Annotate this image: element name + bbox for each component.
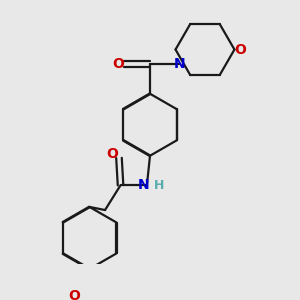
Text: O: O xyxy=(112,57,124,71)
Text: N: N xyxy=(174,57,185,71)
Text: H: H xyxy=(154,179,164,192)
Text: O: O xyxy=(106,147,118,161)
Text: O: O xyxy=(235,43,247,56)
Text: N: N xyxy=(137,178,149,192)
Text: O: O xyxy=(69,289,81,300)
